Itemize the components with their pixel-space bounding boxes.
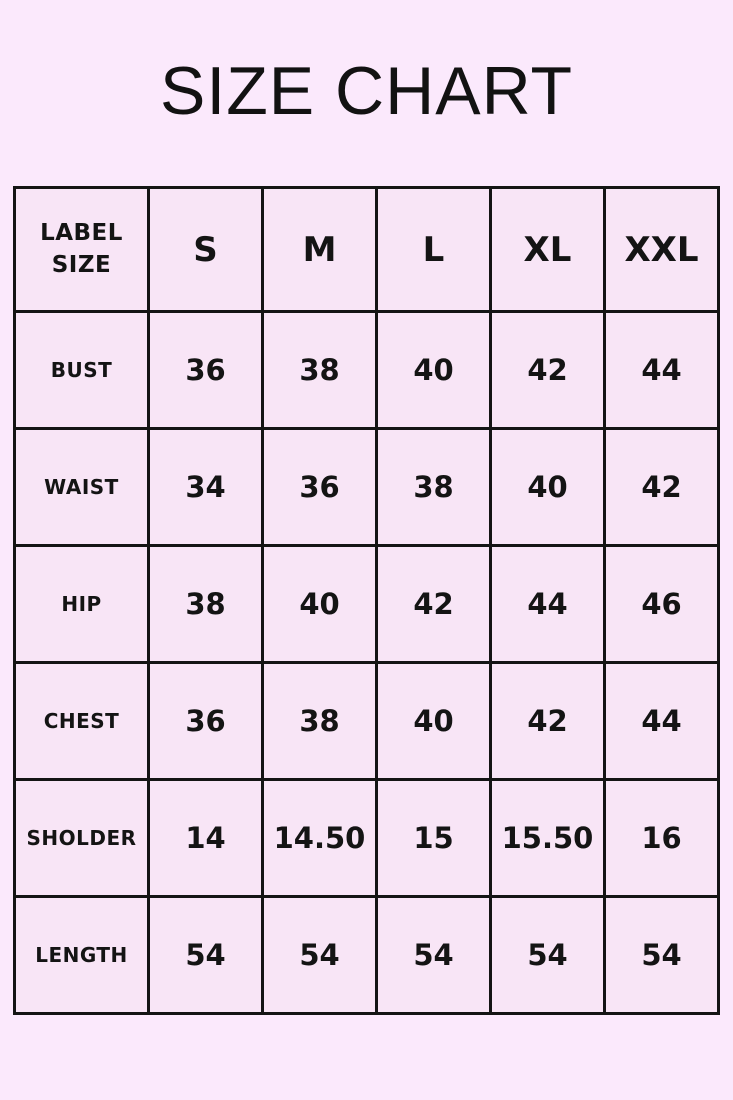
row-label: WAIST	[13, 427, 150, 547]
label-size-line1: LABEL	[40, 220, 123, 247]
table-cell: 42	[375, 544, 492, 664]
table-cell: 44	[603, 661, 720, 781]
table-cell: 16	[603, 778, 720, 898]
header-cell-xxl: XXL	[603, 186, 720, 313]
table-cell: 42	[603, 427, 720, 547]
row-label: HIP	[13, 544, 150, 664]
header-cell-xl: XL	[489, 186, 606, 313]
table-cell: 38	[375, 427, 492, 547]
page-title: SIZE CHART	[159, 53, 574, 129]
table-cell: 54	[375, 895, 492, 1015]
table-cell: 36	[261, 427, 378, 547]
table-row-sholder: SHOLDER 14 14.50 15 15.50 16	[13, 778, 720, 898]
table-row-length: LENGTH 54 54 54 54 54	[13, 895, 720, 1015]
row-label: CHEST	[13, 661, 150, 781]
table-cell: 40	[261, 544, 378, 664]
table-cell: 46	[603, 544, 720, 664]
header-cell-m: M	[261, 186, 378, 313]
table-cell: 40	[489, 427, 606, 547]
table-cell: 42	[489, 310, 606, 430]
table-cell: 54	[489, 895, 606, 1015]
row-label: BUST	[13, 310, 150, 430]
table-cell: 15	[375, 778, 492, 898]
table-cell: 34	[147, 427, 264, 547]
table-cell: 14	[147, 778, 264, 898]
row-label: SHOLDER	[13, 778, 150, 898]
header-cell-s: S	[147, 186, 264, 313]
row-label: LENGTH	[13, 895, 150, 1015]
table-cell: 44	[603, 310, 720, 430]
table-cell: 44	[489, 544, 606, 664]
table-cell: 14.50	[261, 778, 378, 898]
table-cell: 38	[261, 661, 378, 781]
table-cell: 36	[147, 310, 264, 430]
table-cell: 54	[147, 895, 264, 1015]
size-chart-table: LABEL SIZE S M L XL XXL BUST 36 38 40 42…	[13, 186, 720, 1015]
header-cell-label-size: LABEL SIZE	[13, 186, 150, 313]
table-cell: 54	[261, 895, 378, 1015]
table-cell: 40	[375, 661, 492, 781]
table-row-waist: WAIST 34 36 38 40 42	[13, 427, 720, 547]
table-row-hip: HIP 38 40 42 44 46	[13, 544, 720, 664]
header-cell-l: L	[375, 186, 492, 313]
table-cell: 38	[261, 310, 378, 430]
table-cell: 15.50	[489, 778, 606, 898]
table-row-chest: CHEST 36 38 40 42 44	[13, 661, 720, 781]
table-cell: 36	[147, 661, 264, 781]
table-cell: 42	[489, 661, 606, 781]
table-row-bust: BUST 36 38 40 42 44	[13, 310, 720, 430]
table-cell: 38	[147, 544, 264, 664]
table-cell: 54	[603, 895, 720, 1015]
table-cell: 40	[375, 310, 492, 430]
label-size-line2: SIZE	[51, 251, 112, 278]
table-header-row: LABEL SIZE S M L XL XXL	[13, 186, 720, 313]
